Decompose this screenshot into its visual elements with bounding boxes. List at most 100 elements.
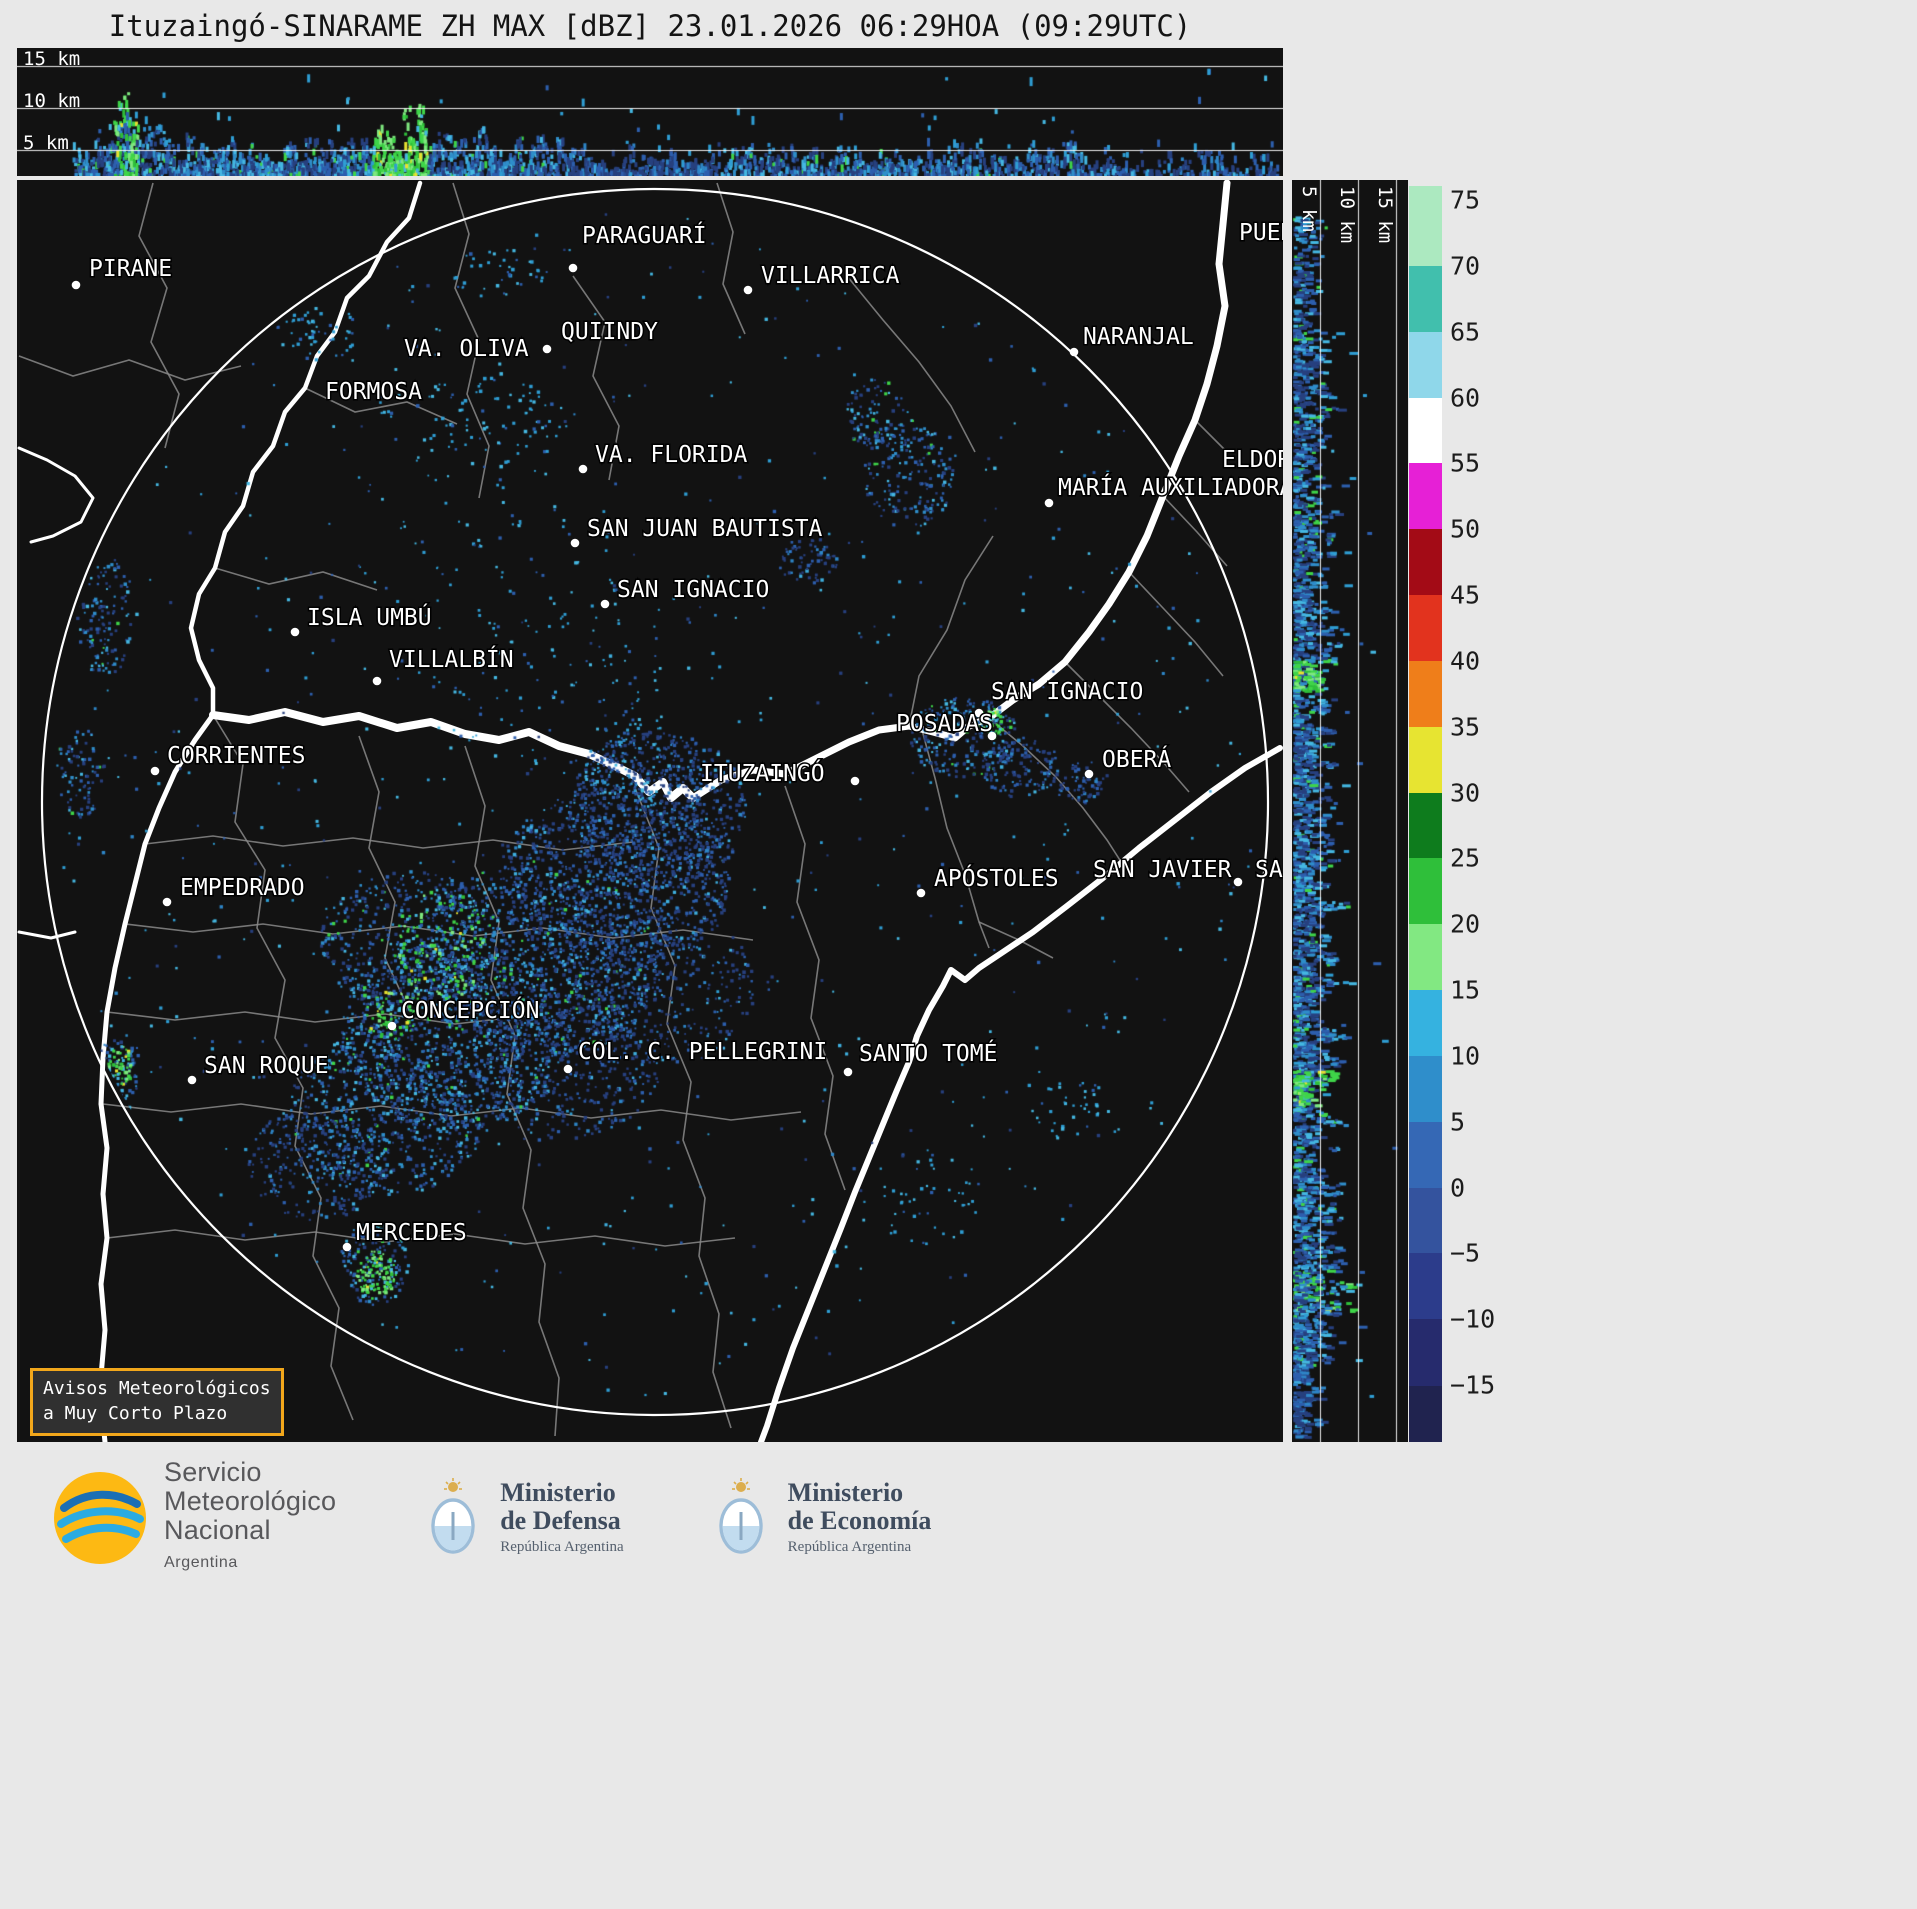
colorbar-segment [1409, 529, 1442, 595]
city-label: VA. OLIVA [404, 336, 529, 362]
altitude-label-10km-v: 10 km [1336, 186, 1358, 243]
coat-of-arms-icon [710, 1478, 772, 1558]
colorbar-tick-label: 10 [1450, 1041, 1480, 1070]
altitude-label-10km: 10 km [23, 90, 80, 112]
colorbar-tick-label: 40 [1450, 646, 1480, 675]
radar-map-panel: PIRANE PARAGUARÍ VILLARRICA VA. OLIVA QUIIND… [17, 180, 1283, 1442]
colorbar-tick-label: 50 [1450, 515, 1480, 544]
colorbar-tick-label: −10 [1450, 1305, 1495, 1334]
city-label: SAN IGNACIO [991, 679, 1143, 705]
colorbar-tick-label: 70 [1450, 251, 1480, 280]
colorbar-segment [1409, 727, 1442, 793]
colorbar-tick-label: 75 [1450, 186, 1480, 215]
city-dot [388, 1022, 397, 1031]
city-label: PARAGUARÍ [582, 221, 707, 249]
colorbar [1409, 186, 1442, 1442]
city-label: PUERTO [1239, 220, 1283, 246]
colorbar-tick-label: 30 [1450, 778, 1480, 807]
colorbar-tick-label: 25 [1450, 844, 1480, 873]
altitude-label-5km: 5 km [23, 132, 69, 154]
city-label: COL. C. PELLEGRINI [578, 1039, 827, 1065]
smn-text: Servicio Meteorológico Nacional Argentin… [164, 1458, 336, 1577]
city-label: ELDORADO [1222, 447, 1283, 473]
city-dot [1070, 348, 1079, 357]
colorbar-segment [1409, 1122, 1442, 1188]
defensa-line-3: República Argentina [500, 1539, 623, 1556]
city-dot [844, 1068, 853, 1077]
colorbar-tick-label: 45 [1450, 581, 1480, 610]
city-label: MERCEDES [356, 1220, 467, 1246]
colorbar-segment [1409, 266, 1442, 332]
city-label: APÓSTOLES [934, 864, 1059, 892]
city-label: POSADAS [896, 711, 993, 737]
city-label: ITUZAINGÓ [700, 759, 825, 787]
city-label: QUIINDY [561, 319, 658, 345]
colorbar-segment [1409, 793, 1442, 859]
smn-line-4: Argentina [164, 1548, 336, 1577]
city-dot [1045, 499, 1054, 508]
city-label: OBERÁ [1102, 745, 1171, 773]
colorbar-segment [1409, 661, 1442, 727]
colorbar-segment [1409, 595, 1442, 661]
altitude-label-15km-v: 15 km [1374, 186, 1396, 243]
altitude-label-5km-v: 5 km [1298, 186, 1320, 232]
city-dot [571, 539, 580, 548]
city-dot [373, 677, 382, 686]
colorbar-tick-label: −15 [1450, 1371, 1495, 1400]
colorbar-segment [1409, 858, 1442, 924]
colorbar-tick-label: 20 [1450, 910, 1480, 939]
city-label: SAN JUAN BAUTISTA [587, 516, 823, 542]
city-dot [851, 777, 860, 786]
city-dot [543, 345, 552, 354]
colorbar-tick-label: 5 [1450, 1107, 1465, 1136]
colorbar-tick-label: 0 [1450, 1173, 1465, 1202]
city-dot [579, 465, 588, 474]
colorbar-cap-top [1409, 186, 1442, 200]
colorbar-segment [1409, 1056, 1442, 1122]
colorbar-segment [1409, 1253, 1442, 1319]
city-label: VILLARRICA [761, 263, 900, 289]
colorbar-tick-label: 35 [1450, 712, 1480, 741]
colorbar-tick-label: 65 [1450, 317, 1480, 346]
city-dot [72, 281, 81, 290]
city-dot [744, 286, 753, 295]
city-label: FORMOSA [325, 379, 422, 405]
city-label: ISLA UMBÚ [307, 603, 432, 631]
radar-title: Ituzaingó-SINARAME ZH MAX [dBZ] 23.01.20… [0, 9, 1300, 43]
city-label: MARÍA AUXILIADORA [1058, 473, 1283, 501]
city-dot [569, 264, 578, 273]
city-label: SAN JAVIER [1093, 857, 1232, 883]
smn-logo-group: Servicio Meteorológico Nacional Argentin… [52, 1458, 336, 1577]
city-label: EMPEDRADO [180, 875, 305, 901]
advisory-line-2: a Muy Corto Plazo [43, 1401, 271, 1426]
city-dot [1234, 878, 1243, 887]
defensa-text: Ministerio de Defensa República Argentin… [500, 1479, 623, 1556]
city-label: SAN ROQUE [204, 1053, 329, 1079]
colorbar-segment [1409, 200, 1442, 266]
colorbar-segment [1409, 463, 1442, 529]
city-dot [151, 767, 160, 776]
city-label: SAN [1255, 857, 1283, 883]
colorbar-tick-label: 60 [1450, 383, 1480, 412]
smn-logo-icon [52, 1470, 148, 1566]
right-altitude-profile-panel: 5 km 10 km 15 km [1292, 180, 1408, 1442]
city-label: CORRIENTES [167, 743, 305, 769]
colorbar-segment [1409, 1319, 1442, 1385]
smn-line-3: Nacional [164, 1516, 336, 1545]
footer: Servicio Meteorológico Nacional Argentin… [0, 1442, 1917, 1909]
city-dot [917, 889, 926, 898]
city-dot [564, 1065, 573, 1074]
economia-line-1: Ministerio [788, 1479, 932, 1507]
altitude-label-15km: 15 km [23, 48, 80, 70]
colorbar-tick-label: −5 [1450, 1239, 1480, 1268]
city-label: VILLALBÍN [389, 645, 514, 673]
economia-text: Ministerio de Economía República Argenti… [788, 1479, 932, 1556]
city-label: VA. FLORIDA [595, 442, 747, 468]
city-label: NARANJAL [1083, 324, 1194, 350]
city-label: PIRANE [89, 256, 172, 282]
city-dot [343, 1243, 352, 1252]
city-label: CONCEPCIÓN [401, 996, 539, 1024]
city-dot [188, 1076, 197, 1085]
colorbar-tick-label: 55 [1450, 449, 1480, 478]
colorbar-segment [1409, 1188, 1442, 1254]
